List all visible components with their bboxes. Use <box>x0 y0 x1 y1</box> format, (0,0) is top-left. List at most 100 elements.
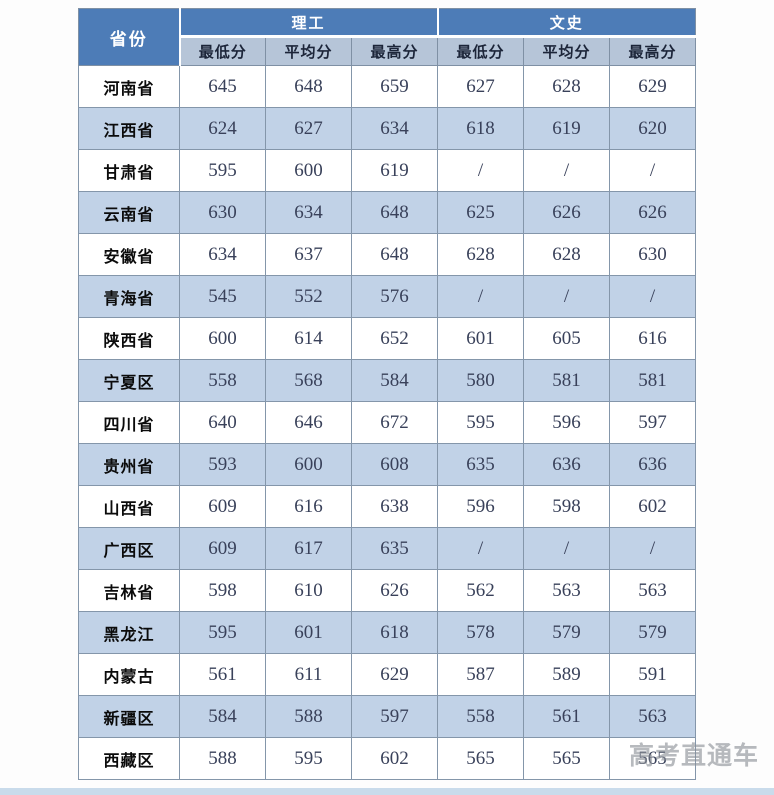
score-cell: 640 <box>179 401 266 444</box>
score-cell: / <box>523 527 610 570</box>
score-cell: / <box>523 275 610 318</box>
score-cell: 610 <box>265 569 352 612</box>
score-cell: 584 <box>351 359 438 402</box>
score-cell: 595 <box>179 611 266 654</box>
table-row: 安徽省 634 637 648 628 628 630 <box>78 233 696 276</box>
score-cell: 596 <box>523 401 610 444</box>
score-cell: 636 <box>609 443 696 486</box>
score-cell: / <box>437 149 524 192</box>
province-cell: 陕西省 <box>78 317 180 360</box>
score-cell: / <box>437 275 524 318</box>
score-cell: 625 <box>437 191 524 234</box>
score-cell: 581 <box>609 359 696 402</box>
score-cell: 608 <box>351 443 438 486</box>
score-cell: 581 <box>523 359 610 402</box>
score-cell: 616 <box>609 317 696 360</box>
score-cell: 624 <box>179 107 266 150</box>
score-cell: 552 <box>265 275 352 318</box>
table-row: 新疆区 584 588 597 558 561 563 <box>78 695 696 738</box>
score-cell: 568 <box>265 359 352 402</box>
score-cell: 648 <box>265 65 352 108</box>
group-header-liberal-arts: 文史 <box>436 8 696 38</box>
score-cell: / <box>609 527 696 570</box>
table-row: 山西省 609 616 638 596 598 602 <box>78 485 696 528</box>
province-cell: 云南省 <box>78 191 180 234</box>
province-cell: 甘肃省 <box>78 149 180 192</box>
score-cell: 565 <box>437 737 524 780</box>
table-row: 贵州省 593 600 608 635 636 636 <box>78 443 696 486</box>
score-cell: 629 <box>609 65 696 108</box>
score-cell: / <box>437 527 524 570</box>
sub-header-min-arts: 最低分 <box>437 35 524 66</box>
score-cell: 629 <box>351 653 438 696</box>
province-cell: 江西省 <box>78 107 180 150</box>
score-cell: 576 <box>351 275 438 318</box>
score-cell: / <box>609 149 696 192</box>
table-row: 青海省 545 552 576// / <box>78 275 696 318</box>
score-cell: 609 <box>179 527 266 570</box>
score-cell: 627 <box>437 65 524 108</box>
score-cell: 636 <box>523 443 610 486</box>
score-cell: 558 <box>437 695 524 738</box>
score-cell: 620 <box>609 107 696 150</box>
score-cell: 600 <box>265 443 352 486</box>
score-cell: / <box>523 149 610 192</box>
sub-header-avg-science: 平均分 <box>265 35 352 66</box>
score-cell: 618 <box>351 611 438 654</box>
table-row: 广西区 609 617 635// / <box>78 527 696 570</box>
score-cell: 619 <box>523 107 610 150</box>
score-cell: 600 <box>179 317 266 360</box>
score-cell: 628 <box>523 65 610 108</box>
group-header-row: 省份 理工 文史 <box>78 8 696 66</box>
score-cell: 634 <box>351 107 438 150</box>
table-body: 河南省 645 648 659 627 628 629 江西省 624 627 634 618 619 6… <box>78 65 696 780</box>
score-cell: 597 <box>609 401 696 444</box>
score-cell: 588 <box>265 695 352 738</box>
score-cell: 630 <box>179 191 266 234</box>
score-cell: 635 <box>437 443 524 486</box>
province-cell: 吉林省 <box>78 569 180 612</box>
score-cell: 628 <box>437 233 524 276</box>
score-cell: 561 <box>523 695 610 738</box>
table-row: 江西省 624 627 634 618 619 620 <box>78 107 696 150</box>
score-cell: 588 <box>179 737 266 780</box>
bottom-edge-strip <box>0 788 774 795</box>
score-cell: 637 <box>265 233 352 276</box>
score-cell: 597 <box>351 695 438 738</box>
score-cell: 617 <box>265 527 352 570</box>
score-cell: 611 <box>265 653 352 696</box>
score-cell: 558 <box>179 359 266 402</box>
province-cell: 西藏区 <box>78 737 180 780</box>
score-cell: 602 <box>609 485 696 528</box>
score-cell: 628 <box>523 233 610 276</box>
score-cell: 602 <box>351 737 438 780</box>
province-cell: 青海省 <box>78 275 180 318</box>
score-cell: 600 <box>265 149 352 192</box>
table-row: 宁夏区 558 568 584 580 581 581 <box>78 359 696 402</box>
sub-header-max-science: 最高分 <box>351 35 438 66</box>
score-cell: 627 <box>265 107 352 150</box>
score-cell: 579 <box>609 611 696 654</box>
province-cell: 黑龙江 <box>78 611 180 654</box>
province-cell: 安徽省 <box>78 233 180 276</box>
sub-header-max-arts: 最高分 <box>609 35 696 66</box>
score-cell: 561 <box>179 653 266 696</box>
table-row: 内蒙古 561 611 629 587 589 591 <box>78 653 696 696</box>
table-header: 省份 理工 文史 最低分 平均分 最高分 最低分 平均分 最高分 <box>78 8 696 66</box>
province-cell: 宁夏区 <box>78 359 180 402</box>
table-row: 陕西省 600 614 652 601 605 616 <box>78 317 696 360</box>
score-cell: 605 <box>523 317 610 360</box>
score-cell: 618 <box>437 107 524 150</box>
score-cell: 596 <box>437 485 524 528</box>
table-row: 黑龙江 595 601 618 578 579 579 <box>78 611 696 654</box>
score-cell: 563 <box>523 569 610 612</box>
score-cell: 601 <box>437 317 524 360</box>
score-cell: 591 <box>609 653 696 696</box>
score-cell: 614 <box>265 317 352 360</box>
score-cell: 595 <box>179 149 266 192</box>
score-cell: 634 <box>179 233 266 276</box>
score-cell: / <box>609 275 696 318</box>
score-cell: 565 <box>609 737 696 780</box>
score-cell: 579 <box>523 611 610 654</box>
